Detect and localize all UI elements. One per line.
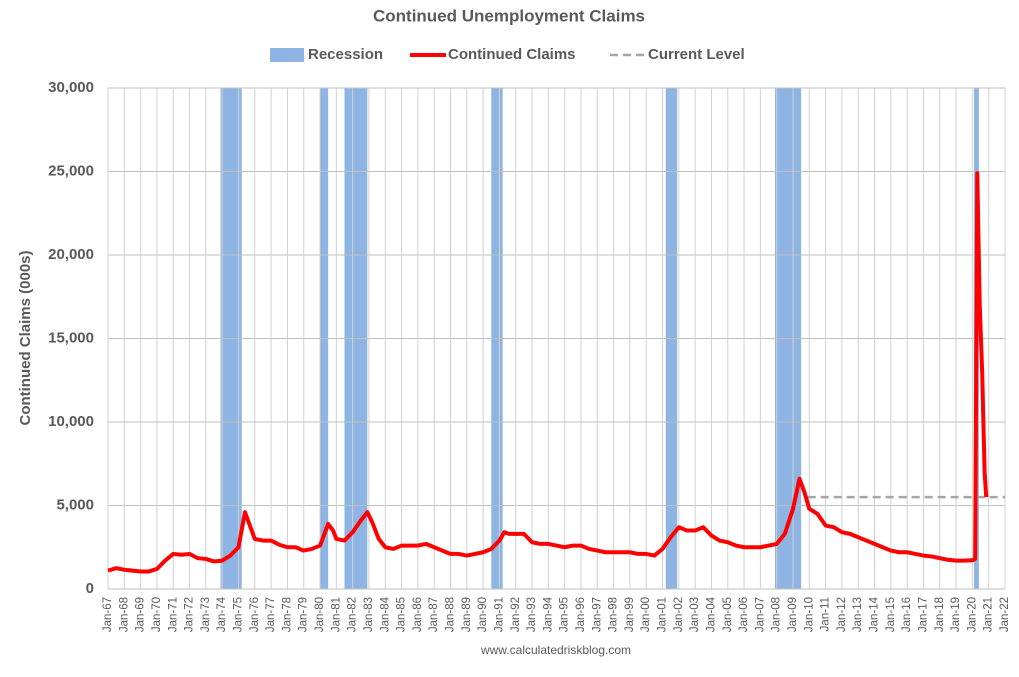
x-tick-label: Jan-79 — [298, 597, 310, 632]
y-tick-label: 25,000 — [48, 162, 94, 179]
x-tick-label: Jan-88 — [445, 597, 457, 632]
x-tick-label: Jan-85 — [396, 597, 408, 632]
x-tick-label: Jan-75 — [233, 597, 245, 632]
x-tick-label: Jan-76 — [249, 597, 261, 632]
x-tick-label: Jan-72 — [184, 597, 196, 632]
x-tick-label: Jan-02 — [673, 597, 685, 632]
chart-title: Continued Unemployment Claims — [373, 6, 645, 25]
x-tick-label: Jan-69 — [135, 597, 147, 632]
x-tick-label: Jan-21 — [983, 597, 995, 632]
x-tick-label: Jan-93 — [526, 597, 538, 632]
x-tick-label: Jan-18 — [934, 597, 946, 632]
legend-label: Current Level — [648, 46, 745, 63]
x-tick-label: Jan-98 — [608, 597, 620, 632]
x-tick-label: Jan-99 — [624, 597, 636, 632]
x-tick-label: Jan-08 — [771, 597, 783, 632]
x-tick-label: Jan-04 — [705, 596, 717, 632]
legend-swatch — [270, 48, 304, 62]
x-tick-label: Jan-70 — [151, 597, 163, 632]
x-tick-label: Jan-17 — [917, 597, 929, 632]
x-tick-label: Jan-05 — [722, 597, 734, 632]
source: www.calculatedriskblog.com — [480, 643, 631, 657]
y-tick-label: 10,000 — [48, 413, 94, 430]
x-tick-label: Jan-84 — [379, 596, 391, 632]
x-tick-label: Jan-83 — [363, 597, 375, 632]
x-tick-label: Jan-13 — [852, 597, 864, 632]
y-tick-label: 20,000 — [48, 246, 94, 263]
y-tick-label: 5,000 — [56, 496, 94, 513]
x-tick-label: Jan-82 — [347, 597, 359, 632]
x-tick-label: Jan-96 — [575, 597, 587, 632]
x-tick-label: Jan-74 — [216, 596, 228, 632]
x-tick-label: Jan-03 — [689, 597, 701, 632]
x-tick-label: Jan-94 — [542, 596, 554, 632]
x-tick-label: Jan-89 — [461, 597, 473, 632]
x-tick-label: Jan-97 — [591, 597, 603, 632]
x-tick-label: Jan-81 — [330, 597, 342, 632]
x-tick-label: Jan-15 — [885, 597, 897, 632]
x-tick-label: Jan-90 — [477, 597, 489, 632]
x-tick-label: Jan-00 — [640, 597, 652, 632]
x-tick-label: Jan-73 — [200, 597, 212, 632]
line — [107, 171, 989, 574]
x-tick-label: Jan-06 — [738, 597, 750, 632]
y-axis-label: Continued Claims (000s) — [17, 250, 34, 425]
x-tick-label: Jan-77 — [265, 597, 277, 632]
y-tick-label: 15,000 — [48, 329, 94, 346]
legend-label: Continued Claims — [448, 46, 576, 63]
x-tick-label: Jan-68 — [118, 597, 130, 632]
x-tick-label: Jan-11 — [820, 597, 832, 631]
x-tick-label: Jan-09 — [787, 597, 799, 632]
x-tick-label: Jan-10 — [803, 597, 815, 632]
x-tick-label: Jan-92 — [510, 597, 522, 632]
y-tick-label: 0 — [86, 580, 94, 597]
x-tick-label: Jan-19 — [950, 597, 962, 632]
x-tick-label: Jan-07 — [754, 597, 766, 632]
x-tick-label: Jan-80 — [314, 597, 326, 632]
x-tick-label: Jan-95 — [559, 597, 571, 632]
x-tick-label: Jan-87 — [428, 597, 440, 632]
x-tick-label: Jan-67 — [102, 597, 114, 632]
x-tick-label: Jan-71 — [167, 597, 179, 632]
legend-label: Recession — [308, 46, 383, 63]
x-tick-label: Jan-20 — [966, 597, 978, 632]
x-tick-label: Jan-78 — [281, 597, 293, 632]
x-tick-label: Jan-86 — [412, 597, 424, 632]
y-tick-label: 30,000 — [48, 79, 94, 96]
x-tick-label: Jan-14 — [869, 596, 881, 632]
x-tick-label: Jan-22 — [999, 597, 1011, 632]
x-tick-label: Jan-16 — [901, 597, 913, 632]
x-tick-label: Jan-12 — [836, 597, 848, 632]
x-tick-label: Jan-91 — [493, 597, 505, 632]
x-tick-label: Jan-01 — [657, 597, 669, 632]
